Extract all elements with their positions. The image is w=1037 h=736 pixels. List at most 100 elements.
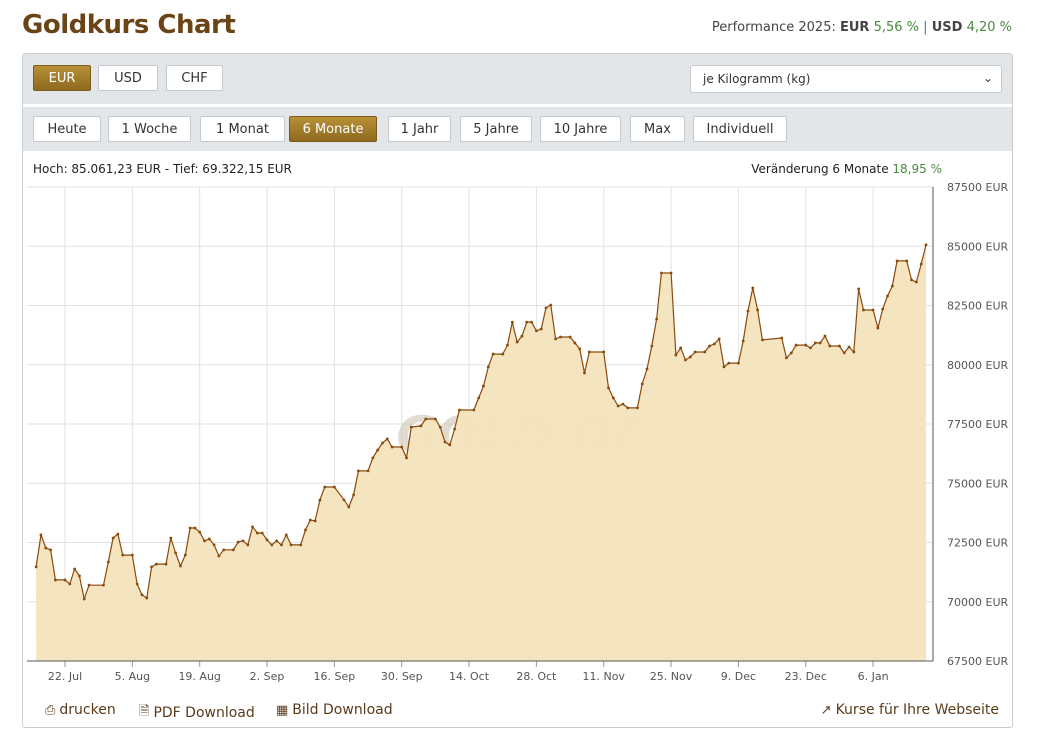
pdf-file-icon: 🗎 [139,704,150,719]
range-individuell-button[interactable]: Individuell [693,116,787,142]
data-point [525,320,529,324]
data-point [193,526,197,530]
data-point [813,341,817,345]
data-point [154,562,158,566]
x-tick-label: 28. Oct [516,670,557,683]
data-point [164,562,168,566]
price-area-fill [36,244,927,662]
data-point [828,344,832,348]
y-tick-label: 75000 EUR [947,477,1008,490]
chevron-down-icon: ⌄ [982,71,993,85]
data-point [304,528,307,532]
page-title: Goldkurs Chart [22,10,236,40]
range-10-jahre-button[interactable]: 10 Jahre [540,116,621,142]
print-link[interactable]: ⎙ drucken [45,702,116,718]
data-point [838,344,841,348]
range-5-jahre-button[interactable]: 5 Jahre [460,116,532,142]
data-point [265,538,269,542]
data-point [852,350,856,354]
data-point [332,485,336,489]
data-point [241,539,245,543]
data-point [121,553,125,557]
data-point [53,578,57,582]
data-point [544,306,548,310]
data-point [188,526,192,530]
currency-eur-button[interactable]: EUR [33,65,91,91]
data-point [371,456,375,460]
range-1-jahr-button[interactable]: 1 Jahr [388,116,451,142]
data-point [679,346,683,350]
data-point [39,533,43,537]
data-point [693,350,697,354]
data-point [510,320,514,324]
perf-eur-value: 5,56 % [873,20,920,35]
data-point [49,548,52,552]
pdf-download-link[interactable]: 🗎 PDF Download [139,702,255,724]
perf-usd-value: 4,20 % [966,20,1012,35]
data-point [890,284,894,288]
data-point [635,406,639,410]
currency-usd-button[interactable]: USD [98,65,158,91]
data-point [347,505,351,509]
data-point [655,317,659,321]
data-point [809,346,812,350]
x-tick-label: 6. Jan [858,670,889,683]
data-point [737,361,740,365]
data-point [626,406,630,410]
data-point [308,518,312,522]
data-point [549,303,553,307]
performance-summary: Performance 2025: EUR 5,56 % | USD 4,20 … [712,20,1012,35]
change-label: Veränderung 6 Monate [751,162,889,176]
data-point [44,546,48,550]
data-point [198,530,202,534]
data-point [409,425,413,429]
image-download-link[interactable]: ▦ Bild Download [276,702,393,718]
data-point [539,327,543,331]
data-point [785,356,788,360]
data-point [905,259,909,263]
range-max-button[interactable]: Max [630,116,685,142]
data-point [87,583,91,587]
data-point [275,539,279,543]
data-point [251,525,254,529]
data-point [722,365,726,369]
data-point [780,336,784,340]
data-point [318,498,322,502]
data-point [482,384,485,388]
range-1-woche-button[interactable]: 1 Woche [108,116,191,142]
unit-select[interactable]: je Kilogramm (kg) ⌄ [690,65,1002,93]
data-point [366,469,370,473]
data-point [458,408,461,412]
embed-rates-link[interactable]: ↗ Kurse für Ihre Webseite [821,702,999,718]
range-6-monate-button[interactable]: 6 Monate [289,116,377,142]
change-value: 18,95 % [892,162,942,176]
data-point [862,308,865,312]
data-point [688,355,692,359]
data-point [222,548,226,552]
data-point [78,574,81,578]
data-point [453,427,457,431]
data-point [573,341,577,345]
data-point [804,343,808,347]
data-point [390,445,394,449]
y-tick-label: 70000 EUR [947,596,1008,609]
currency-chf-button[interactable]: CHF [166,65,223,91]
data-point [231,548,235,552]
data-point [150,565,153,569]
print-label: drucken [59,702,116,718]
perf-label: Performance 2025: [711,20,836,35]
y-tick-label: 85000 EUR [947,240,1008,253]
data-point [116,532,120,536]
data-point [68,582,72,586]
range-1-monat-button[interactable]: 1 Monat [200,116,285,142]
data-point [246,543,250,547]
change-info: Veränderung 6 Monate 18,95 % [751,162,942,176]
data-point [299,543,303,547]
range-heute-button[interactable]: Heute [33,116,101,142]
data-point [433,417,437,421]
x-tick-label: 25. Nov [650,670,693,683]
price-line [35,244,927,602]
data-point [102,583,105,587]
data-point [842,351,846,355]
y-tick-label: 80000 EUR [947,359,1008,372]
